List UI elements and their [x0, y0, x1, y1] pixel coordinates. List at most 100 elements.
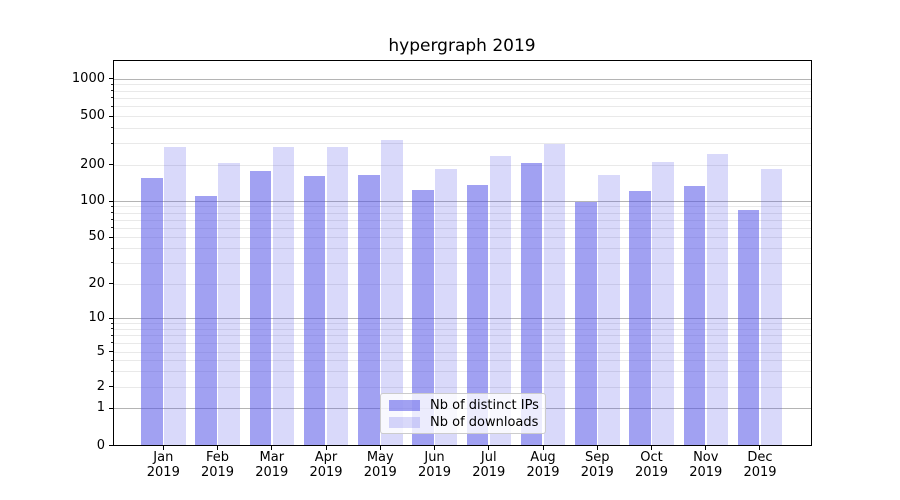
y-tick-1000 [109, 78, 113, 79]
bar-distinct-ips-aug [520, 162, 543, 446]
y-tick-1 [109, 407, 113, 409]
y-tick-label-5: 5 [96, 343, 105, 359]
bar-downloads-jan [164, 147, 186, 446]
y-minor-tick-6 [110, 342, 113, 344]
x-tick-mar [271, 445, 273, 450]
x-tick-label-may: May 2019 [363, 450, 397, 480]
x-tick-label-apr: Apr 2019 [309, 450, 343, 480]
x-tick-label-feb: Feb 2019 [200, 450, 235, 480]
x-tick-nov [705, 445, 707, 450]
y-minor-tick-9 [110, 322, 113, 324]
y-minor-tick-70 [110, 219, 113, 221]
gridline-y-600 [113, 106, 811, 108]
legend-swatch-distinct-ips [389, 400, 420, 411]
y-tick-label-1000: 1000 [71, 70, 105, 86]
y-minor-tick-300 [110, 142, 113, 144]
x-tick-label-nov: Nov 2019 [689, 450, 723, 480]
x-tick-jan [162, 445, 164, 450]
plot-area [113, 61, 811, 446]
x-tick-label-sep: Sep 2019 [580, 450, 614, 480]
gridline-y-300 [113, 143, 811, 145]
legend-item-downloads: Nb of downloads [389, 415, 545, 431]
bar-distinct-ips-dec [737, 210, 760, 446]
gridline-y-500 [113, 116, 811, 117]
gridline-y-4 [113, 360, 811, 362]
gridline-y-9 [113, 323, 811, 325]
x-tick-sep [596, 445, 598, 450]
gridline-y-700 [113, 97, 811, 99]
gridline-y-400 [113, 127, 811, 129]
x-tick-label-dec: Dec 2019 [743, 450, 777, 480]
y-minor-tick-700 [110, 97, 113, 99]
y-minor-tick-7 [110, 334, 113, 336]
chart-title: hypergraph 2019 [388, 36, 536, 56]
bar-downloads-nov [706, 154, 728, 446]
legend-swatch-downloads [389, 417, 420, 428]
x-tick-label-aug: Aug 2019 [526, 450, 560, 480]
y-minor-tick-90 [110, 205, 113, 207]
bar-downloads-may [381, 140, 403, 446]
gridline-y-800 [113, 90, 811, 92]
y-tick-label-200: 200 [80, 156, 105, 172]
bar-downloads-jul [489, 155, 512, 446]
y-tick-100 [109, 200, 113, 202]
y-tick-0 [109, 445, 113, 446]
y-tick-10 [109, 317, 113, 319]
bar-downloads-aug [543, 144, 566, 446]
x-tick-label-oct: Oct 2019 [634, 450, 669, 480]
gridline-y-20 [113, 283, 811, 285]
y-tick-20 [109, 283, 113, 284]
x-tick-label-mar: Mar 2019 [255, 450, 289, 480]
y-tick-label-50: 50 [88, 229, 105, 244]
x-tick-label-jan: Jan 2019 [146, 450, 180, 480]
y-tick-label-1: 1 [96, 400, 105, 415]
gridline-y-70 [113, 219, 811, 221]
gridline-y-7 [113, 335, 811, 337]
gridline-y-30 [113, 262, 811, 264]
gridline-y-80 [113, 212, 811, 214]
bar-downloads-dec [760, 169, 783, 446]
bar-downloads-feb [218, 163, 240, 446]
gridline-y-900 [113, 84, 811, 86]
y-tick-label-20: 20 [88, 275, 105, 291]
x-tick-aug [542, 445, 544, 450]
legend-label-distinct-ips: Nb of distinct IPs [430, 397, 539, 413]
y-tick-5 [109, 351, 113, 352]
x-tick-feb [217, 445, 219, 450]
x-tick-dec [759, 445, 761, 450]
bar-downloads-apr [326, 147, 349, 446]
y-tick-2 [109, 386, 113, 387]
gridline-y-50 [113, 237, 811, 238]
gridline-y-6 [113, 342, 811, 344]
y-tick-label-10: 10 [88, 310, 105, 325]
y-minor-tick-800 [110, 90, 113, 92]
gridline-y-3 [113, 371, 811, 372]
y-tick-label-500: 500 [80, 108, 105, 123]
bar-distinct-ips-mar [249, 171, 272, 446]
legend-item-distinct-ips: Nb of distinct IPs [389, 398, 545, 414]
y-tick-200 [109, 164, 113, 165]
y-minor-tick-8 [110, 328, 113, 330]
bar-distinct-ips-jul [466, 184, 489, 446]
gridline-y-40 [113, 248, 811, 250]
gridline-y-10 [113, 318, 811, 319]
bar-distinct-ips-nov [683, 185, 705, 446]
gridline-y-8 [113, 328, 811, 330]
gridline-y-200 [113, 164, 811, 166]
x-tick-apr [325, 445, 327, 450]
y-minor-tick-400 [110, 127, 113, 129]
y-tick-label-100: 100 [80, 193, 105, 208]
gridline-y-60 [113, 227, 811, 229]
y-minor-tick-4 [110, 359, 113, 361]
y-tick-500 [109, 115, 113, 117]
y-minor-tick-3 [110, 370, 113, 372]
x-tick-jun [434, 445, 436, 450]
bar-distinct-ips-oct [629, 190, 651, 446]
y-minor-tick-80 [110, 212, 113, 214]
bar-downloads-oct [652, 161, 674, 446]
y-minor-tick-600 [110, 105, 113, 107]
y-minor-tick-40 [110, 247, 113, 249]
x-tick-may [379, 445, 381, 450]
bar-distinct-ips-apr [303, 175, 326, 446]
x-tick-jul [488, 445, 490, 450]
